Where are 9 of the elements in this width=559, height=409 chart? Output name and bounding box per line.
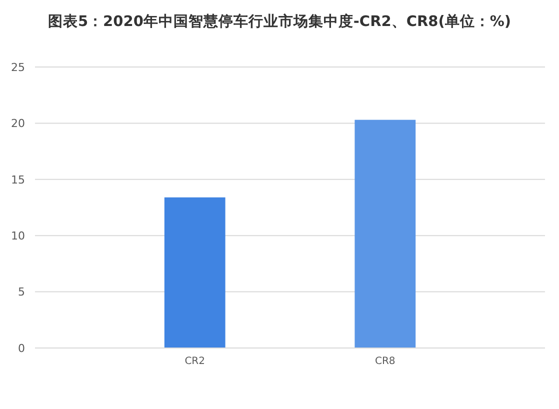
y-tick-label: 0	[18, 342, 25, 355]
y-tick-label: 25	[11, 60, 25, 74]
chart-title: 图表5：2020年中国智慧停车行业市场集中度-CR2、CR8(单位：%)	[48, 12, 512, 30]
y-tick-label: 20	[11, 117, 25, 130]
x-tick-label: CR2	[184, 356, 205, 367]
x-tick-label: CR8	[375, 356, 396, 367]
y-tick-label: 15	[11, 173, 25, 186]
y-tick-label: 5	[18, 286, 25, 299]
y-tick-label: 10	[11, 229, 25, 242]
